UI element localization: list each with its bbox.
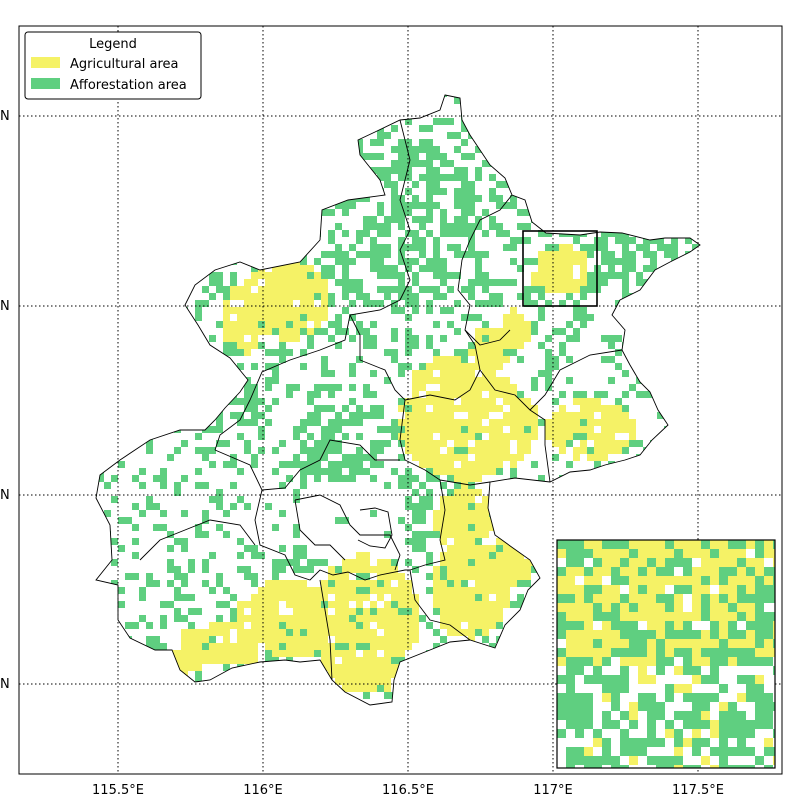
y-tick-label: N (0, 488, 10, 503)
x-axis-labels: 115.5°E 116°E 116.5°E 117°E 117.5°E (92, 783, 724, 798)
outer-boundary (95, 94, 701, 706)
y-tick-label: N (0, 677, 10, 692)
y-axis-labels: N N N N (0, 109, 10, 692)
x-tick-label: 117°E (533, 783, 573, 798)
inner-boundary (404, 194, 513, 401)
x-tick-label: 117.5°E (672, 783, 724, 798)
x-tick-label: 116.5°E (382, 783, 434, 798)
y-tick-label: N (0, 109, 10, 124)
legend-title: Legend (89, 37, 137, 52)
legend-swatch-agricultural (31, 57, 60, 68)
legend-box (24, 31, 202, 100)
inner-boundary (214, 449, 410, 581)
inset-map (556, 539, 776, 769)
legend-label-afforestation: Afforestation area (70, 78, 187, 93)
inner-boundary (439, 479, 491, 486)
inset-frame (556, 539, 776, 769)
legend: Legend Agricultural area Afforestation a… (24, 31, 202, 100)
map-frame (18, 25, 783, 775)
inner-boundary (261, 439, 400, 491)
x-tick-label: 116°E (243, 783, 283, 798)
zoom-extent-box (522, 230, 598, 307)
legend-label-agricultural: Agricultural area (70, 57, 178, 72)
inset-raster-layer (557, 540, 775, 768)
gridlines (19, 26, 782, 774)
inner-boundary (529, 349, 623, 411)
y-tick-label: N (0, 299, 10, 314)
inner-boundary (294, 494, 401, 571)
inner-boundary (357, 507, 393, 549)
inner-boundary (294, 499, 346, 561)
district-boundaries (95, 94, 701, 706)
x-tick-label: 115.5°E (92, 783, 144, 798)
inner-boundary (464, 329, 511, 346)
inner-boundary (139, 519, 256, 561)
inner-boundary (319, 579, 333, 681)
legend-swatch-afforestation (31, 78, 60, 89)
